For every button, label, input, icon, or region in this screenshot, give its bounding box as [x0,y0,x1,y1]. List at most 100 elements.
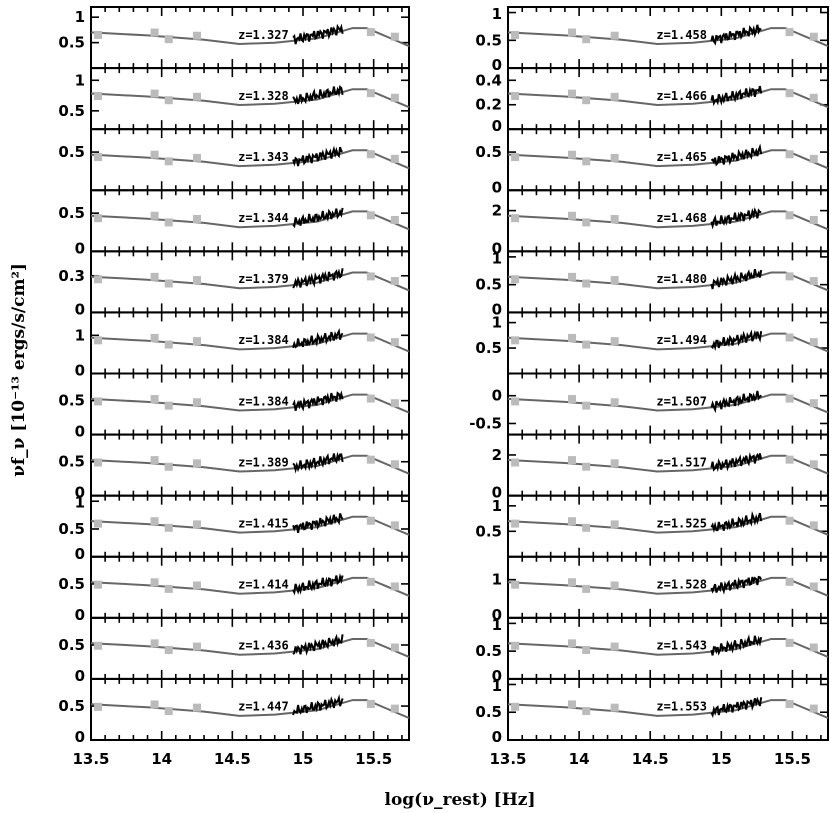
y-tick-label: 0.5 [475,31,502,49]
photometry-point [568,700,576,709]
x-tick-label: 15.5 [355,750,392,768]
spectrum-line [710,24,762,46]
photometry-point [568,89,576,98]
y-tick-label: 0 [75,362,85,380]
photometry-point [193,31,201,40]
photometry-point [366,28,375,37]
spectrum-line [710,207,762,230]
y-tick-label: 1 [75,326,85,344]
y-tick-label: 0 [492,56,502,74]
spectrum-line [710,510,763,534]
x-tick-label: 13.5 [72,750,109,768]
photometry-point [164,340,173,349]
y-tick-label: 0.5 [58,143,85,161]
panel: 2 0 z=1.517 [492,433,829,502]
photometry-point [809,154,818,163]
photometry-point [94,336,103,345]
redshift-label: z=1.415 [238,516,289,530]
photometry-point [390,215,399,224]
photometry-point [511,336,520,345]
column-left: 1 0.5 z=1.327 1 0.5 z=1.328 0.5 z=1.343 0.5 0 z=1.… [58,6,410,768]
spectrum-line [710,451,763,473]
photometry-point [193,276,201,285]
photometry-point [390,399,399,408]
spectrum-line [710,575,763,595]
photometry-point [390,704,399,713]
y-tick-label: 1 [75,71,85,89]
panel: 1 0.5 0 z=1.458 [475,5,829,74]
y-tick-label: 0.5 [58,204,85,222]
x-tick-label: 15 [711,750,732,768]
photometry-point [366,516,375,525]
photometry-point [511,30,520,39]
redshift-label: z=1.543 [656,639,707,653]
photometry-point [150,211,159,220]
panel: 0.5 0 z=1.414 [58,555,410,624]
y-tick-label: 0 [75,484,85,502]
spectrum-line [292,23,344,45]
photometry-point [94,153,103,162]
y-tick-label: -0.5 [469,414,502,432]
photometry-point [193,337,201,346]
y-tick-label: 0 [492,387,502,405]
photometry-point [582,340,591,349]
photometry-point [610,703,619,712]
panel: 1 0.5 z=1.525 [475,494,829,558]
photometry-point [785,28,794,37]
redshift-label: z=1.379 [238,272,289,286]
photometry-point [164,218,173,227]
photometry-point [809,399,818,408]
redshift-label: z=1.507 [656,394,707,408]
panel: 0.5 0 z=1.447 [58,677,410,746]
photometry-point [366,577,375,586]
redshift-label: z=1.344 [238,211,289,225]
photometry-point [164,157,173,166]
spectrum-line [292,85,344,105]
redshift-label: z=1.327 [238,28,289,42]
photometry-point [582,401,591,410]
spectrum-line [292,390,344,412]
y-axis-title: νf_ν [10⁻¹³ ergs/s/cm²] [9,263,29,477]
photometry-point [366,150,375,159]
photometry-point [568,333,576,342]
spectrum-line [292,268,344,289]
photometry-point [610,581,619,590]
y-tick-label: 0 [492,239,502,257]
panel-frame [90,677,410,742]
spectrum-line [292,633,344,656]
redshift-label: z=1.384 [238,333,289,347]
photometry-point [568,456,576,465]
photometry-point [164,279,173,288]
panel: 1 0.5 0 z=1.415 [58,494,410,563]
y-tick-label: 0 [75,606,85,624]
photometry-point [582,218,591,227]
redshift-label: z=1.517 [656,455,707,469]
y-tick-label: 0 [492,606,502,624]
redshift-label: z=1.525 [656,516,707,530]
y-tick-label: 1 [492,314,502,332]
y-tick-label: 0.5 [58,453,85,471]
photometry-point [511,275,520,284]
photometry-point [511,397,520,406]
photometry-point [785,638,794,647]
photometry-point [809,215,818,224]
panel: 2 0 z=1.468 [492,189,829,257]
photometry-point [582,96,591,105]
photometry-point [582,35,591,44]
photometry-point [582,462,591,471]
photometry-point [193,520,201,529]
redshift-label: z=1.384 [238,394,289,408]
photometry-point [511,580,520,589]
y-tick-label: 0 [492,117,502,135]
redshift-label: z=1.480 [656,272,707,286]
spectrum-line [710,85,763,107]
photometry-point [193,703,201,712]
photometry-point [568,578,576,587]
photometry-point [94,397,103,406]
photometry-point [582,645,591,654]
photometry-point [809,582,818,591]
panel: 1 0.5 0 z=1.543 [475,616,829,685]
photometry-point [193,459,201,468]
redshift-label: z=1.436 [238,639,289,653]
photometry-point [150,150,159,159]
